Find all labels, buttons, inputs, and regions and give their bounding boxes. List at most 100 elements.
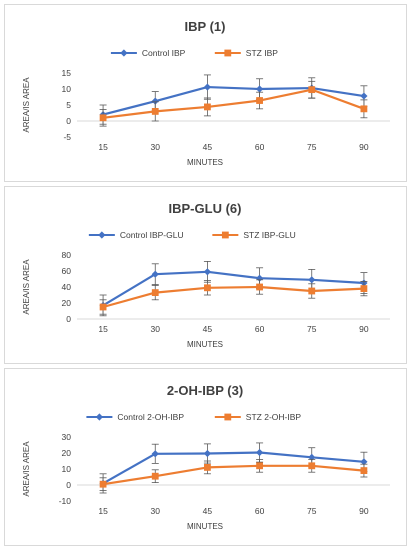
- x-tick-label: 15: [98, 506, 108, 516]
- x-tick-label: 30: [151, 142, 161, 152]
- legend-label: STZ 2-OH-IBP: [246, 412, 302, 422]
- x-tick-label: 90: [359, 142, 369, 152]
- chart-svg: IBP-GLU (6) Control IBP-GLU STZ IBP-GLU 0 20…: [22, 201, 390, 349]
- chart-svg: IBP (1) Control IBP STZ IBP -5 0 5 10 15 15 30 45 6…: [22, 19, 390, 167]
- x-tick-label: 60: [255, 142, 265, 152]
- legend-entry-1: Control 2-OH-IBP: [86, 412, 184, 422]
- y-tick-label: 40: [62, 282, 72, 292]
- series-line: [102, 88, 365, 119]
- chart-panel-3: 2-OH-IBP (3) Control 2-OH-IBP STZ 2-OH-IBP…: [4, 368, 407, 546]
- x-tick-label: 45: [203, 506, 213, 516]
- x-tick-label: 90: [359, 324, 369, 334]
- legend-entry-1: Control IBP: [110, 48, 186, 58]
- data-point: [204, 284, 211, 292]
- data-point: [99, 114, 107, 122]
- legend-entry-2: STZ 2-OH-IBP: [214, 412, 302, 422]
- x-tick-label: 45: [203, 142, 213, 152]
- series-2: [99, 459, 368, 491]
- series-line: [102, 270, 364, 307]
- legend-label: STZ IBP-GLU: [243, 230, 295, 240]
- chart-title: IBP-GLU (6): [169, 201, 242, 216]
- series-line: [102, 464, 365, 486]
- legend-label: Control IBP-GLU: [120, 230, 184, 240]
- data-point: [256, 462, 263, 470]
- data-point: [255, 448, 264, 457]
- data-point: [204, 464, 211, 471]
- chart-title: IBP (1): [185, 19, 226, 34]
- data-point: [99, 480, 107, 488]
- x-tick-label: 75: [307, 142, 317, 152]
- x-tick-label: 45: [203, 324, 213, 334]
- y-tick-label: 20: [62, 448, 72, 458]
- y-axis-label: AREA/IS AREA: [22, 441, 31, 497]
- data-point: [203, 449, 212, 458]
- chart-panel-2: IBP-GLU (6) Control IBP-GLU STZ IBP-GLU 0 20…: [4, 186, 407, 364]
- x-axis-label: MINUTES: [187, 522, 223, 531]
- legend-entry-1: Control IBP-GLU: [88, 230, 184, 240]
- y-tick-label: -5: [63, 132, 71, 142]
- series-line: [102, 285, 364, 309]
- x-tick-label: 75: [307, 324, 317, 334]
- data-point: [203, 268, 212, 276]
- series-line: [102, 85, 365, 116]
- x-tick-label: 15: [98, 324, 108, 334]
- data-point: [151, 289, 159, 296]
- data-point: [308, 276, 316, 284]
- x-tick-label: 60: [255, 324, 265, 334]
- series-2: [99, 80, 368, 127]
- data-point: [203, 83, 212, 91]
- legend-marker: [224, 49, 232, 57]
- data-point: [151, 108, 159, 115]
- legend-marker: [98, 231, 106, 239]
- legend-label: Control IBP: [142, 48, 186, 58]
- y-tick-label: 5: [66, 100, 71, 110]
- y-tick-label: 15: [62, 68, 72, 78]
- data-point: [360, 467, 368, 474]
- y-axis-label: AREA/IS AREA: [22, 259, 31, 315]
- legend-marker: [95, 413, 103, 421]
- x-tick-label: 15: [98, 142, 108, 152]
- legend-marker: [120, 49, 128, 57]
- x-axis-label: MINUTES: [187, 158, 223, 167]
- chart-svg: 2-OH-IBP (3) Control 2-OH-IBP STZ 2-OH-IBP…: [22, 383, 390, 531]
- x-tick-label: 60: [255, 506, 265, 516]
- y-tick-label: 0: [66, 480, 71, 490]
- series-1: [99, 261, 368, 317]
- series-2: [99, 279, 368, 315]
- legend-entry-2: STZ IBP: [214, 48, 278, 58]
- series-line: [102, 451, 365, 485]
- y-tick-label: 30: [62, 432, 72, 442]
- y-axis-label: AREA/IS AREA: [22, 77, 31, 133]
- data-point: [256, 97, 263, 104]
- data-point: [99, 303, 107, 311]
- data-point: [360, 105, 368, 113]
- x-tick-label: 90: [359, 506, 369, 516]
- data-point: [308, 462, 316, 470]
- data-point: [360, 285, 368, 292]
- legend-label: STZ IBP: [246, 48, 278, 58]
- x-tick-label: 30: [151, 506, 161, 516]
- x-axis-label: MINUTES: [187, 340, 223, 349]
- chart-panel-1: IBP (1) Control IBP STZ IBP -5 0 5 10 15 15 30 45 6…: [4, 4, 407, 182]
- data-point: [151, 472, 159, 480]
- data-point: [256, 283, 263, 291]
- data-point: [308, 287, 316, 295]
- legend-marker: [221, 231, 229, 239]
- chart-title: 2-OH-IBP (3): [167, 383, 243, 398]
- y-tick-label: 80: [62, 250, 72, 260]
- data-point: [255, 85, 264, 93]
- data-point: [204, 103, 211, 111]
- legend-marker: [224, 413, 232, 421]
- x-tick-label: 75: [307, 506, 317, 516]
- data-point: [360, 92, 368, 100]
- series-1: [99, 74, 368, 125]
- legend-label: Control 2-OH-IBP: [117, 412, 184, 422]
- y-tick-label: 0: [66, 314, 71, 324]
- y-tick-label: 0: [66, 116, 71, 126]
- y-tick-label: 20: [62, 298, 72, 308]
- data-point: [308, 86, 316, 94]
- y-tick-label: 10: [62, 464, 72, 474]
- y-tick-label: 10: [62, 84, 72, 94]
- legend-entry-2: STZ IBP-GLU: [212, 230, 296, 240]
